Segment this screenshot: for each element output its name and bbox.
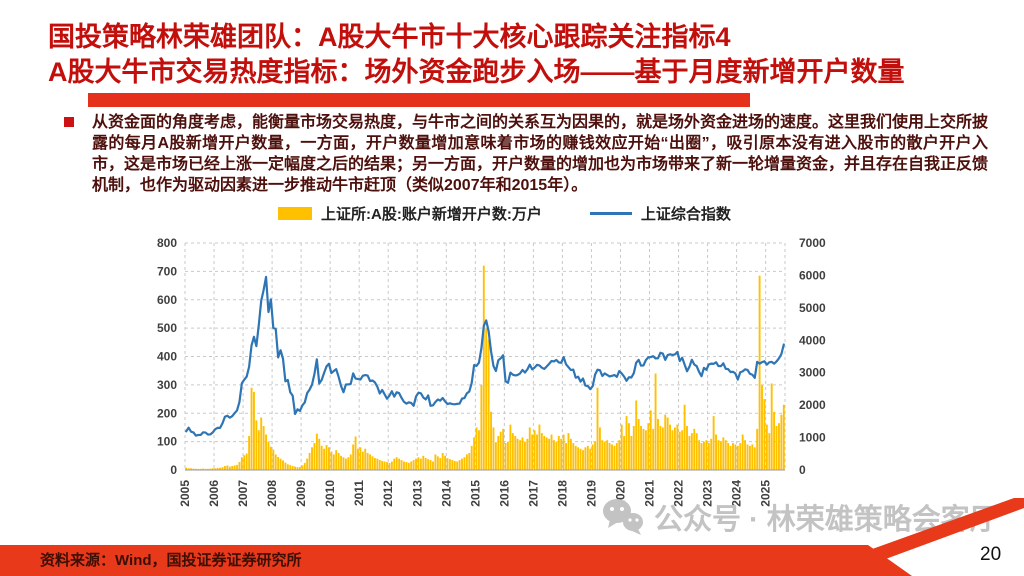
svg-text:2012: 2012 — [381, 480, 395, 507]
svg-text:0: 0 — [170, 463, 177, 477]
svg-text:4000: 4000 — [799, 333, 826, 347]
svg-text:2023: 2023 — [701, 480, 715, 507]
svg-text:2005: 2005 — [178, 480, 192, 507]
svg-text:400: 400 — [157, 350, 177, 364]
svg-text:0: 0 — [799, 463, 806, 477]
title-line-2: A股大牛市交易热度指标：场外资金跑步入场——基于月度新增开户数量 — [48, 57, 905, 87]
svg-text:500: 500 — [157, 321, 177, 335]
svg-text:2019: 2019 — [584, 480, 598, 507]
svg-text:100: 100 — [157, 435, 177, 449]
svg-text:2013: 2013 — [410, 480, 424, 507]
svg-text:2009: 2009 — [294, 480, 308, 507]
svg-text:2010: 2010 — [323, 480, 337, 507]
svg-text:600: 600 — [157, 293, 177, 307]
svg-text:2021: 2021 — [643, 480, 657, 507]
title-underline-bar — [88, 93, 750, 107]
svg-text:2025: 2025 — [759, 480, 773, 507]
title-line-1: 国投策略林荣雄团队：A股大牛市十大核心跟踪关注指标4 — [48, 22, 731, 52]
legend-line-swatch — [589, 212, 632, 215]
svg-text:2018: 2018 — [555, 480, 569, 507]
svg-text:3000: 3000 — [799, 366, 826, 380]
svg-text:2007: 2007 — [236, 480, 250, 507]
svg-text:300: 300 — [157, 378, 177, 392]
svg-text:2011: 2011 — [352, 480, 366, 506]
svg-text:200: 200 — [157, 406, 177, 420]
svg-text:2016: 2016 — [497, 480, 511, 507]
svg-text:800: 800 — [157, 236, 177, 250]
svg-text:2000: 2000 — [799, 398, 826, 412]
svg-text:7000: 7000 — [799, 236, 826, 250]
chart-legend: 上证所:A股:账户新增开户数:万户 上证综合指数 — [278, 203, 731, 224]
svg-text:1000: 1000 — [799, 431, 826, 445]
account-openings-vs-index-chart: 0 100 200 300 400 500 600 700 800 0 1000 2000 3000 40… — [157, 236, 826, 507]
svg-text:2014: 2014 — [439, 480, 453, 507]
bullet-square-icon — [64, 117, 74, 127]
svg-text:2015: 2015 — [468, 480, 482, 507]
commentary-paragraph: 从资金面的角度考虑，能衡量市场交易热度，与牛市之间的关系互为因果的，就是场外资金… — [92, 114, 989, 194]
svg-text:5000: 5000 — [799, 301, 826, 315]
page-number: 20 — [980, 544, 1002, 565]
wechat-icon — [603, 499, 643, 535]
legend-bar-label: 上证所:A股:账户新增开户数:万户 — [321, 206, 542, 223]
svg-text:6000: 6000 — [799, 268, 826, 282]
svg-text:2006: 2006 — [207, 480, 221, 507]
source-note: 资料来源：Wind，国投证券证券研究所 — [40, 552, 302, 569]
slide-title: 国投策略林荣雄团队：A股大牛市十大核心跟踪关注指标4 A股大牛市交易热度指标：场… — [48, 20, 905, 90]
svg-text:2024: 2024 — [730, 480, 744, 507]
watermark-text: 公众号 · 林荣雄策略会客厅 — [654, 504, 999, 536]
watermark: 公众号 · 林荣雄策略会客厅 — [600, 496, 999, 538]
svg-text:700: 700 — [157, 264, 177, 278]
legend-line-label: 上证综合指数 — [640, 206, 731, 223]
svg-text:2008: 2008 — [265, 480, 279, 507]
svg-text:2022: 2022 — [672, 480, 686, 507]
legend-bar-swatch — [278, 207, 312, 220]
svg-text:2017: 2017 — [526, 480, 540, 507]
commentary-block: 从资金面的角度考虑，能衡量市场交易热度，与牛市之间的关系互为因果的，就是场外资金… — [64, 112, 1004, 196]
